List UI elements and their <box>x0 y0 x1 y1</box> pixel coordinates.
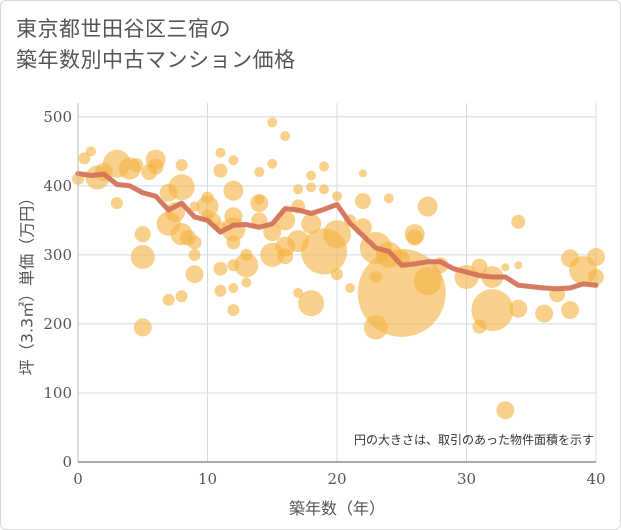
bubble <box>223 180 244 201</box>
bubble <box>196 195 219 218</box>
bubble <box>535 304 554 323</box>
y-tick-label: 300 <box>43 246 72 264</box>
bubble <box>134 226 151 243</box>
bubble <box>293 287 304 298</box>
bubble <box>406 229 423 246</box>
x-axis-label: 築年数（年） <box>289 499 385 518</box>
trend-line <box>75 170 599 292</box>
bubble <box>509 299 528 318</box>
bubble <box>267 158 278 169</box>
bubble <box>588 268 604 285</box>
y-tick-label: 500 <box>43 108 72 126</box>
title-line-2: 築年数別中古マンション価格 <box>16 48 296 72</box>
bubble <box>298 290 325 317</box>
bubble <box>188 248 201 261</box>
bubble <box>332 191 342 202</box>
bubble <box>319 184 330 195</box>
bubble <box>306 182 317 193</box>
bubble <box>110 197 123 210</box>
bubble <box>413 267 442 296</box>
bubble <box>228 155 239 166</box>
x-tick-label: 20 <box>327 470 346 488</box>
y-tick-label: 400 <box>43 177 72 195</box>
bubble <box>227 304 240 317</box>
bubble <box>226 235 241 250</box>
bubble <box>323 220 351 249</box>
bubble <box>254 167 265 178</box>
bubble <box>162 293 175 306</box>
bubble <box>501 263 510 272</box>
bubble <box>228 283 239 294</box>
bubble <box>187 235 202 250</box>
bubble <box>267 117 278 128</box>
average-price-line <box>75 170 599 292</box>
bubble <box>250 194 269 213</box>
chart-title: 東京都世田谷区三宿の 築年数別中古マンション価格 <box>16 14 296 76</box>
bubble <box>129 158 144 173</box>
bubble <box>301 213 322 234</box>
bubble <box>514 261 523 270</box>
bubble <box>215 147 226 158</box>
bubble <box>201 191 214 204</box>
bubble <box>383 193 394 204</box>
x-tick-label: 0 <box>73 470 83 488</box>
bubble <box>587 247 605 266</box>
bubble <box>293 184 304 195</box>
bubble <box>78 152 91 165</box>
bubble <box>234 253 259 278</box>
bubble <box>185 265 204 284</box>
y-tick-label: 0 <box>62 453 72 471</box>
axes <box>77 103 596 463</box>
bubble <box>306 170 317 181</box>
bubble <box>175 159 188 172</box>
bubble <box>511 214 526 229</box>
x-tick-label: 10 <box>198 470 217 488</box>
bubble <box>417 196 438 217</box>
bubble <box>354 193 371 210</box>
title-line-1: 東京都世田谷区三宿の <box>16 17 231 41</box>
bubble <box>175 290 188 303</box>
bubble <box>241 277 252 288</box>
y-axis-label: 坪（3.3㎡）単価（万円） <box>18 190 37 375</box>
bubble <box>133 318 152 337</box>
bubble <box>471 289 514 332</box>
bubble <box>496 401 515 420</box>
bubble-size-note: 円の大きさは、取引のあった物件面積を示す <box>354 432 594 447</box>
bubble <box>561 301 580 320</box>
bubble <box>85 146 96 157</box>
bubble <box>168 174 195 201</box>
y-tick-label: 100 <box>43 384 72 402</box>
bubble <box>130 244 155 269</box>
bubble <box>358 169 367 178</box>
bubble <box>147 158 164 175</box>
bubble <box>213 163 228 178</box>
bubble <box>319 161 330 172</box>
bubble <box>331 268 343 281</box>
bubble <box>214 284 227 297</box>
x-tick-label: 30 <box>457 470 476 488</box>
bubble-series <box>72 117 605 420</box>
bubble <box>280 131 291 142</box>
bubble <box>277 248 294 265</box>
x-tick-label: 40 <box>586 470 605 488</box>
bubble <box>344 283 355 294</box>
bubble <box>213 261 228 276</box>
y-tick-label: 200 <box>43 315 72 333</box>
